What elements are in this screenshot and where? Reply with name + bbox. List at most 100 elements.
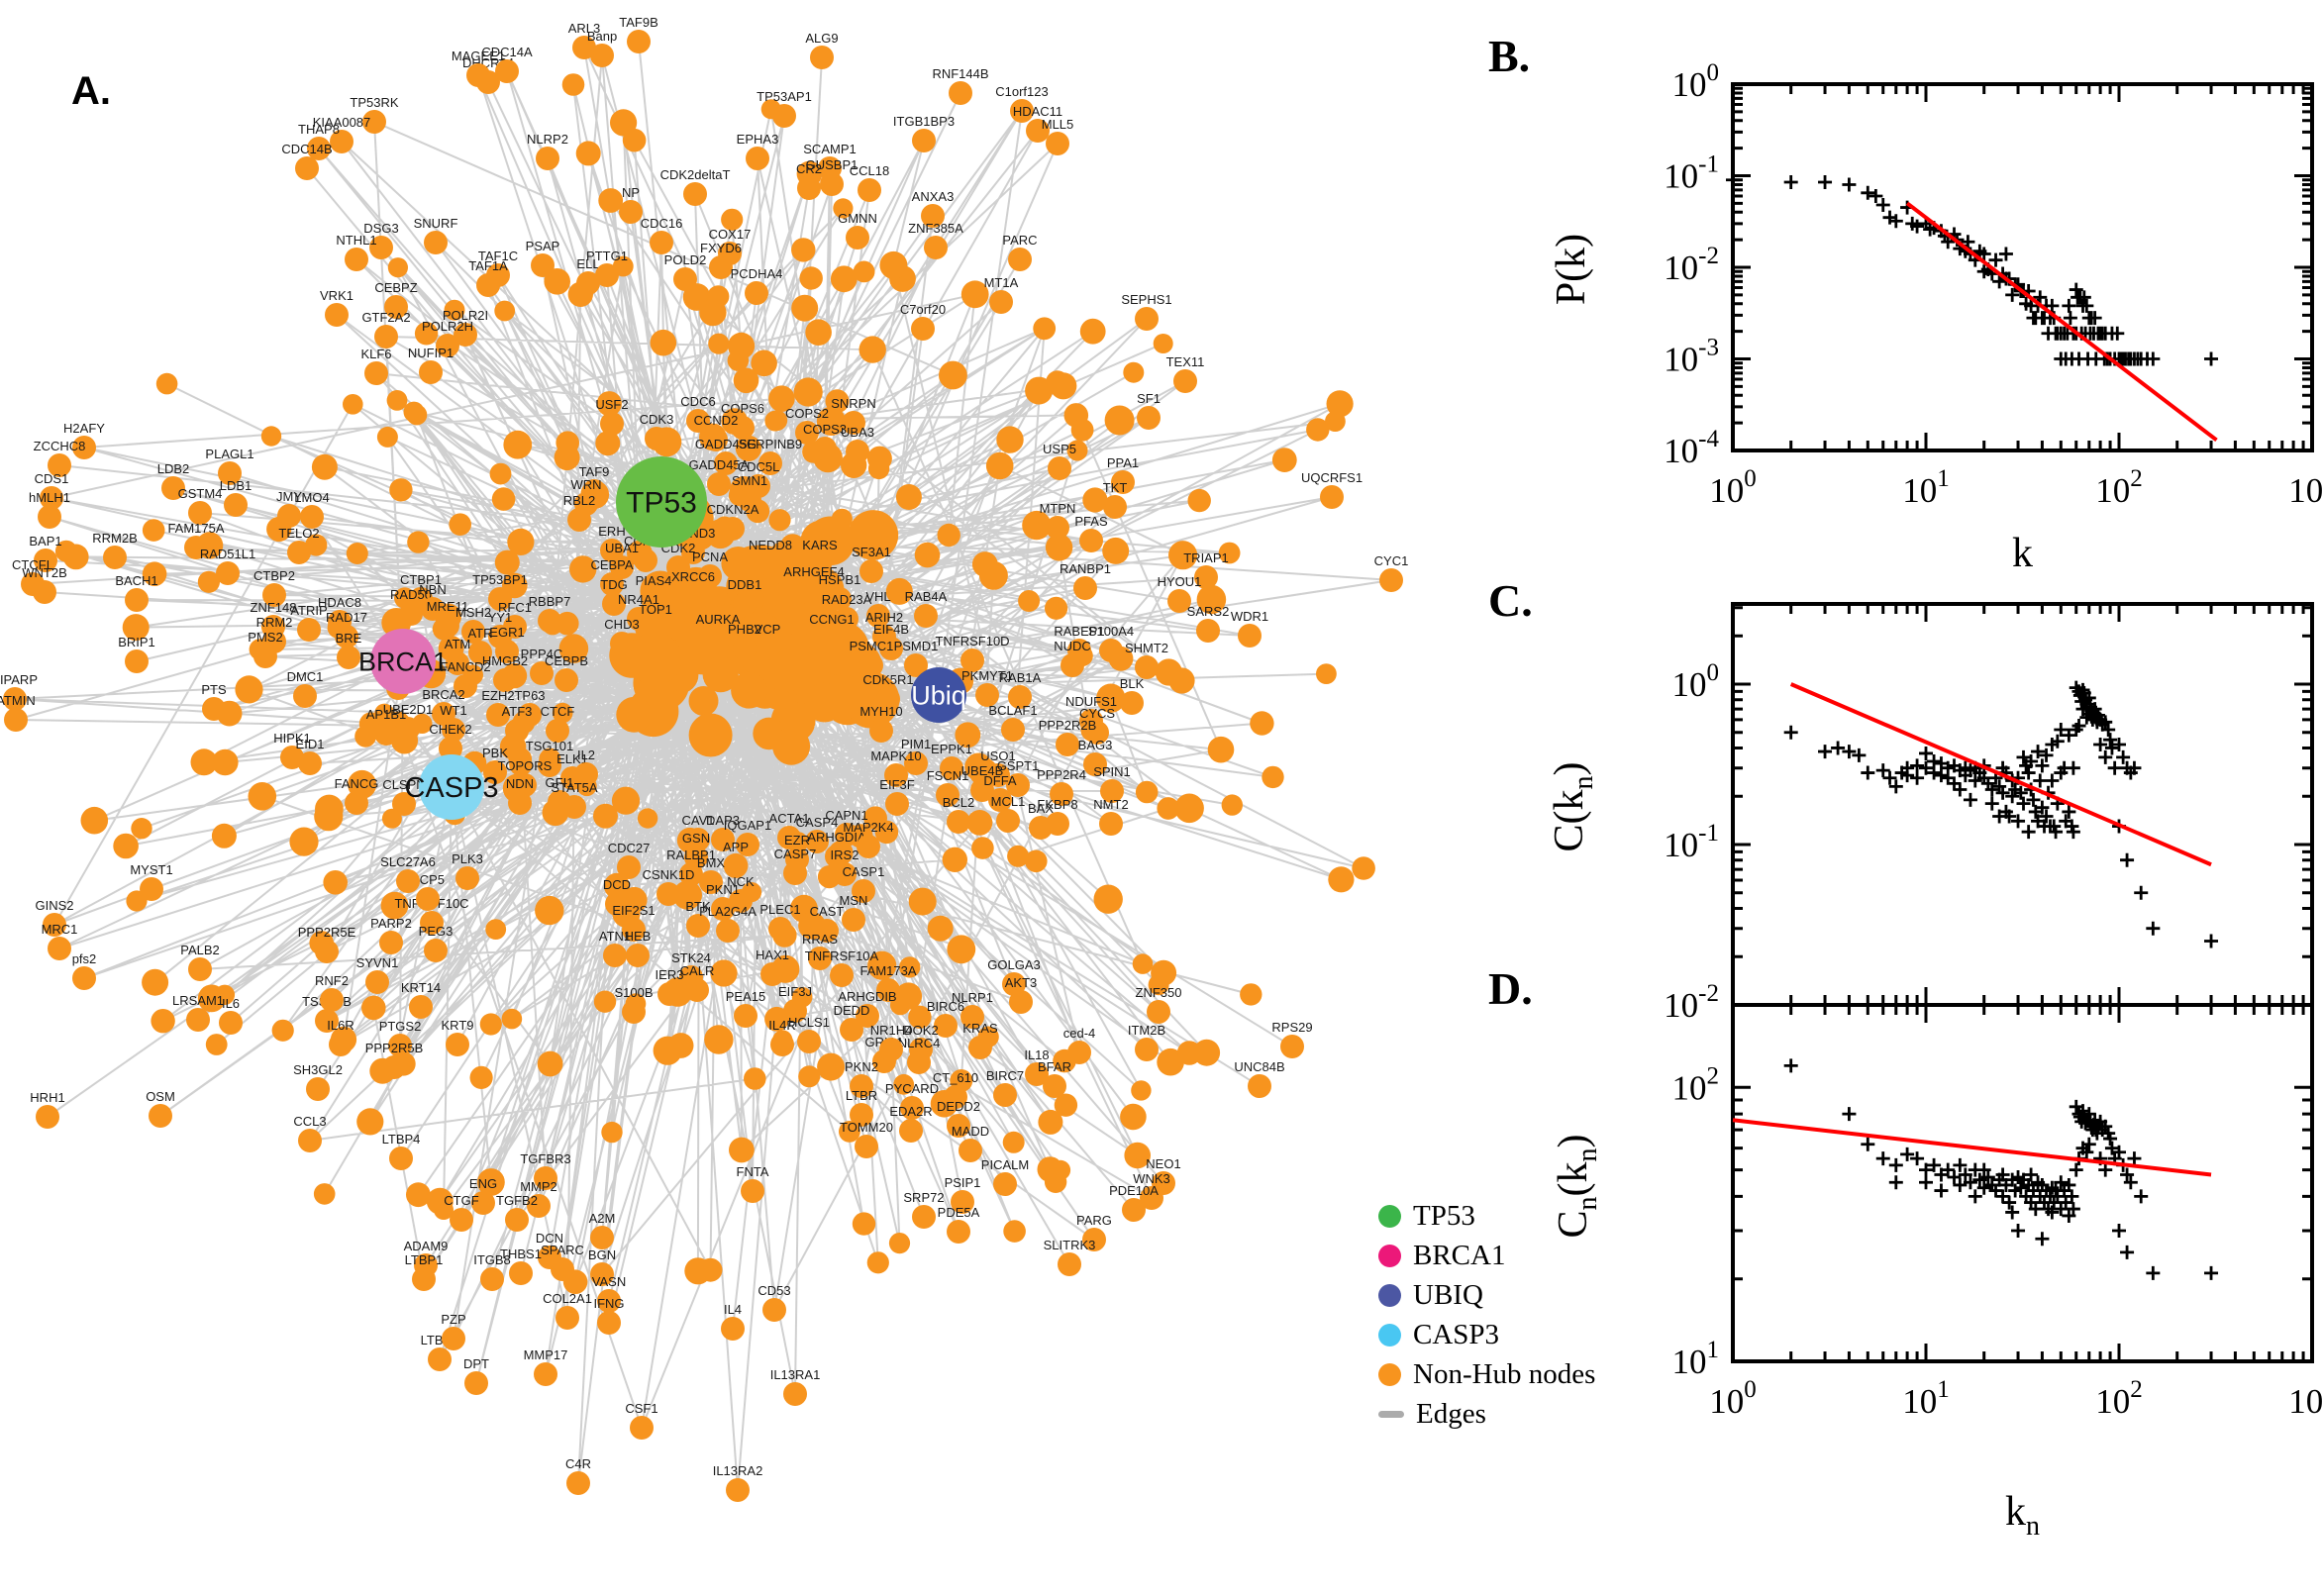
gene-node (949, 81, 972, 105)
gene-node-label: LTBP1 (405, 1252, 444, 1267)
gene-node-label: ENG (469, 1176, 497, 1191)
gene-node (476, 273, 500, 297)
gene-node (879, 637, 903, 660)
gene-node (760, 962, 784, 986)
gene-node (825, 845, 849, 868)
gene-node (486, 703, 510, 727)
gene-node (904, 751, 928, 775)
gene-node (642, 588, 665, 612)
gene-node-label: CT_610 (933, 1070, 978, 1085)
gene-node (1046, 812, 1069, 836)
gene-node (396, 869, 420, 893)
svg-text:P(k): P(k) (1549, 234, 1594, 305)
legend-item-brca1: BRCA1 (1378, 1240, 1595, 1272)
gene-node-label: SARS2 (1187, 604, 1230, 619)
gene-node-label: IL13RA1 (770, 1367, 821, 1382)
gene-node (362, 110, 386, 134)
gene-node (731, 416, 755, 440)
gene-node (622, 1000, 646, 1024)
gene-node (610, 632, 634, 655)
gene-node (513, 773, 537, 797)
gene-node (709, 255, 733, 279)
gene-node (988, 788, 1012, 812)
gene-node-label: CTGF (444, 1193, 478, 1208)
gene-node-label: PBK (482, 746, 508, 760)
gene-node (374, 325, 398, 349)
gene-node-label: ADAM9 (404, 1239, 449, 1253)
gene-node-label: RAD50 (390, 587, 432, 602)
hub-node-ubiq (911, 667, 966, 723)
gene-node-label: TOPORS (498, 758, 553, 773)
gene-node (770, 1033, 794, 1056)
legend-label: Non-Hub nodes (1413, 1358, 1596, 1390)
gene-node (419, 360, 443, 384)
gene-node (546, 719, 569, 743)
gene-node-label: CCNG1 (809, 612, 855, 627)
gene-node-label: NBN (419, 582, 446, 597)
svg-text:101: 101 (1902, 465, 1950, 510)
node-swatch-icon (1378, 1363, 1401, 1386)
gene-node (455, 866, 479, 890)
gene-node-label: STK24 (671, 950, 711, 965)
gene-node-label: XRCC6 (671, 569, 715, 584)
gene-node (1048, 456, 1071, 480)
gene-node-label: THBS1 (500, 1247, 542, 1261)
gene-node-label: RRM2 (256, 615, 293, 630)
gene-node (538, 609, 561, 633)
gene-node-label: UBE2D1 (383, 702, 434, 717)
gene-node (707, 472, 731, 496)
gene-node-label: CCND2 (694, 413, 739, 428)
gene-node-label: ERH (598, 524, 625, 539)
gene-node (912, 1205, 936, 1229)
legend-label: CASP3 (1413, 1319, 1500, 1350)
gene-node (846, 226, 869, 249)
gene-node (597, 1289, 621, 1313)
gene-node-label: DCN (536, 1231, 563, 1246)
gene-node-label: PEG3 (419, 924, 454, 939)
svg-text:10-3: 10-3 (1664, 335, 1719, 379)
gene-node (714, 451, 738, 475)
gene-node (505, 719, 529, 743)
gene-node-label: CEBPA (590, 557, 633, 572)
gene-node (369, 236, 393, 259)
gene-node-label: PSMD1 (894, 639, 939, 653)
gene-node-label: MAPK10 (870, 748, 921, 763)
gene-node-label: COL2A1 (543, 1291, 592, 1306)
gene-node-label: PLK3 (452, 851, 483, 866)
gene-node (810, 46, 834, 69)
gene-node (968, 1036, 992, 1059)
panel-label-d: D. (1488, 963, 1533, 1014)
gene-node (921, 204, 945, 228)
gene-node (815, 919, 839, 943)
gene-node-label: TELO2 (278, 526, 319, 541)
gene-node (392, 792, 416, 816)
gene-node (835, 607, 858, 631)
gene-node-label: PZP (441, 1312, 465, 1327)
gene-node (797, 176, 821, 200)
gene-node-label: USP5 (1043, 442, 1076, 456)
gene-node-label: NEDD8 (749, 538, 792, 552)
gene-node (820, 627, 844, 650)
gene-node-label: HCLS1 (788, 1015, 830, 1030)
gene-node (944, 1085, 967, 1109)
gene-node-label: KLF6 (360, 347, 391, 361)
gene-node-label: YY1 (488, 610, 513, 625)
gene-node (828, 587, 852, 611)
gene-node (1103, 495, 1127, 519)
gene-node-label: ATN1 (599, 929, 631, 944)
gene-node-label: FSCN1 (927, 768, 969, 783)
gene-node (531, 253, 555, 277)
gene-node-label: STAT5A (551, 780, 598, 795)
gene-node (1100, 779, 1124, 803)
gene-node (951, 1190, 974, 1214)
gene-node-label: TOMM20 (840, 1120, 893, 1135)
hub-node-label-tp53: TP53 (626, 487, 697, 520)
gene-node (685, 978, 709, 1002)
gene-node-label: VCP (755, 622, 781, 637)
gene-node-label: TSG101 (526, 739, 573, 753)
gene-node (711, 828, 735, 851)
gene-node-label: CHEK2 (429, 722, 471, 737)
gene-node (4, 708, 28, 732)
gene-node (399, 602, 423, 626)
gene-node-label: PPP2R5E (298, 925, 356, 940)
